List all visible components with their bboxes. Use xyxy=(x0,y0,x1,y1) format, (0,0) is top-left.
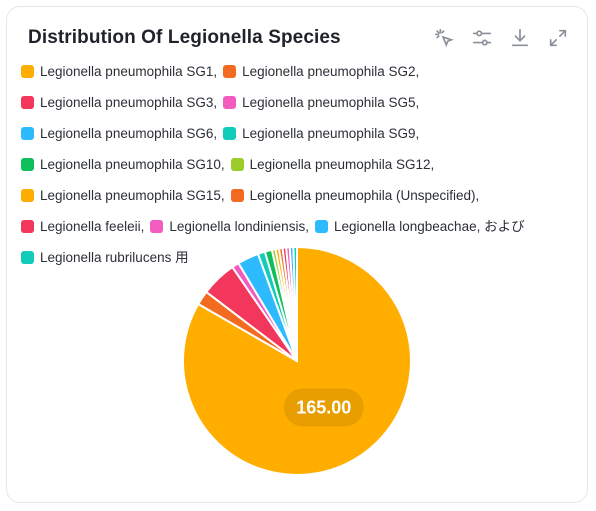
select-tool-icon[interactable] xyxy=(433,27,455,49)
legend-item[interactable]: Legionella pneumophila SG15, xyxy=(21,186,225,205)
legend-item[interactable]: Legionella pneumophila (Unspecified), xyxy=(230,186,480,205)
legend-swatch xyxy=(21,251,34,264)
legend-label: Legionella pneumophila SG3, xyxy=(40,95,218,110)
legend-swatch xyxy=(223,96,237,109)
chart-toolbar xyxy=(433,27,569,49)
legend-swatch xyxy=(150,220,164,233)
pie-slice[interactable] xyxy=(292,245,298,362)
legend-label: Legionella pneumophila SG12, xyxy=(249,157,435,172)
legend-item[interactable]: Legionella pneumophila SG6, xyxy=(21,124,217,143)
legend-item[interactable]: Legionella rubrilucens 用 xyxy=(21,248,189,267)
legend-label: Legionella pneumophila (Unspecified), xyxy=(249,188,480,203)
legend-swatch xyxy=(230,158,244,171)
expand-icon[interactable] xyxy=(547,27,569,49)
legend-swatch xyxy=(21,220,34,233)
legend-label: Legionella pneumophila SG9, xyxy=(242,126,420,141)
legend-item[interactable]: Legionella longbeachae, および xyxy=(314,217,525,236)
legend-label: Legionella londiniensis, xyxy=(169,219,309,234)
legend-swatch xyxy=(21,96,34,109)
legend-swatch xyxy=(21,65,34,78)
legend-label: Legionella pneumophila SG2, xyxy=(242,64,420,79)
legend-swatch xyxy=(21,158,34,171)
legend-label: Legionella pneumophila SG5, xyxy=(242,95,420,110)
legend-label: Legionella pneumophila SG15, xyxy=(40,188,225,203)
filter-settings-icon[interactable] xyxy=(471,27,493,49)
legend-item[interactable]: Legionella pneumophila SG12, xyxy=(230,155,435,174)
data-label-text: 165.00 xyxy=(296,397,351,417)
chart-legend: Legionella pneumophila SG1, Legionella pn… xyxy=(21,62,566,267)
legend-item[interactable]: Legionella pneumophila SG9, xyxy=(223,124,419,143)
legend-label: Legionella longbeachae, および xyxy=(333,219,525,234)
legend-item[interactable]: Legionella pneumophila SG10, xyxy=(21,155,225,174)
slice-data-label: 165.00 xyxy=(283,388,364,427)
legend-label: Legionella feeleii, xyxy=(40,219,145,234)
legend-swatch xyxy=(314,220,328,233)
legend-swatch xyxy=(223,65,237,78)
chart-title: Distribution Of Legionella Species xyxy=(28,27,341,48)
legend-swatch xyxy=(230,189,244,202)
legend-label: Legionella rubrilucens 用 xyxy=(40,250,189,265)
legend-swatch xyxy=(223,127,237,140)
download-icon[interactable] xyxy=(509,27,531,49)
legend-item[interactable]: Legionella pneumophila SG1, xyxy=(21,62,217,81)
legend-item[interactable]: Legionella pneumophila SG2, xyxy=(223,62,419,81)
legend-label: Legionella pneumophila SG1, xyxy=(40,64,218,79)
legend-swatch xyxy=(21,189,34,202)
legend-item[interactable]: Legionella pneumophila SG5, xyxy=(223,93,419,112)
legend-label: Legionella pneumophila SG10, xyxy=(40,157,225,172)
data-label-background xyxy=(283,388,364,427)
legend-item[interactable]: Legionella londiniensis, xyxy=(150,217,309,236)
legend-swatch xyxy=(21,127,34,140)
legend-item[interactable]: Legionella pneumophila SG3, xyxy=(21,93,217,112)
legend-item[interactable]: Legionella feeleii, xyxy=(21,217,144,236)
legend-label: Legionella pneumophila SG6, xyxy=(40,126,218,141)
